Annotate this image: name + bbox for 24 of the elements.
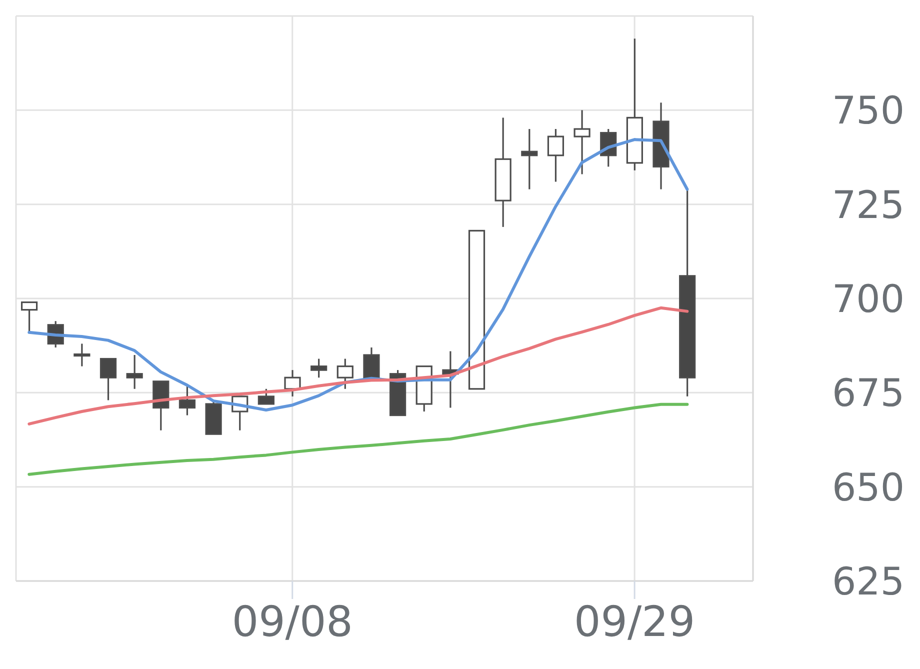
candlestick xyxy=(100,358,117,401)
x-tick-label: 09/08 xyxy=(232,596,353,646)
candlestick xyxy=(547,128,564,183)
y-tick-label: 650 xyxy=(832,465,905,510)
candlestick xyxy=(126,354,143,390)
candlestick xyxy=(336,358,354,390)
line-series xyxy=(28,402,689,476)
line-series xyxy=(28,306,689,426)
candlestick xyxy=(574,109,590,175)
line-series xyxy=(28,138,689,412)
candlestick xyxy=(521,128,538,190)
y-tick-label: 750 xyxy=(832,88,905,133)
candlestick xyxy=(178,384,196,416)
candlestick xyxy=(310,358,328,378)
candlestick xyxy=(363,346,380,378)
y-tick-label: 675 xyxy=(832,371,905,416)
x-tick-label: 09/29 xyxy=(574,596,696,646)
y-tick-label: 725 xyxy=(832,182,905,227)
y-tick-label: 625 xyxy=(832,559,905,604)
candlestick xyxy=(20,301,38,334)
candlestick xyxy=(258,388,274,405)
candlestick xyxy=(284,369,301,398)
y-tick-label: 700 xyxy=(832,276,905,321)
candlestick xyxy=(74,342,90,368)
